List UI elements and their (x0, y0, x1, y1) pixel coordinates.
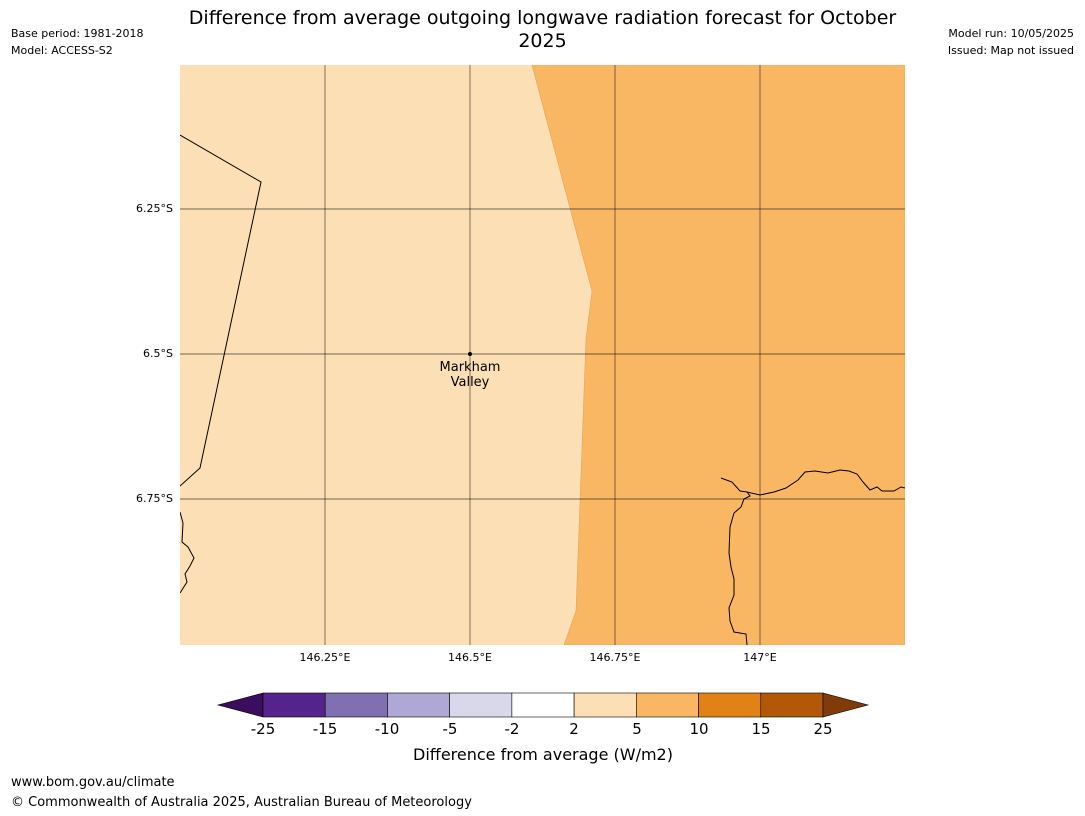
lon-label-146-25e: 146.25°E (299, 651, 351, 664)
colorbar-segment (573, 692, 637, 718)
lon-label-146-75e: 146.75°E (589, 651, 641, 664)
colorbar-tick: -2 (504, 720, 520, 738)
colorbar-segment (387, 692, 450, 718)
colorbar-extend-high (822, 692, 870, 718)
colorbar-tick: -5 (442, 720, 458, 738)
colorbar-segment (760, 692, 824, 718)
colorbar-tick: 15 (751, 720, 771, 738)
footer-url[interactable]: www.bom.gov.au/climate (11, 775, 175, 790)
lat-label-6-75s: 6.75°S (136, 492, 173, 505)
colorbar-tick: 10 (689, 720, 709, 738)
base-period-text: Base period: 1981-2018 (11, 27, 144, 40)
lon-label-147e: 147°E (743, 651, 777, 664)
colorbar-label: Difference from average (W/m2) (413, 745, 673, 764)
colorbar-tick: 5 (632, 720, 642, 738)
map-svg (180, 65, 905, 645)
colorbar-segment (324, 692, 388, 718)
lat-label-6-5s: 6.5°S (143, 347, 173, 360)
colorbar-extend-low (216, 692, 264, 718)
meta-left: Base period: 1981-2018 Model: ACCESS-S2 (11, 25, 143, 59)
colorbar-tick: -25 (250, 720, 276, 738)
boundary-lines (180, 134, 905, 645)
place-name-line2: Valley (450, 375, 490, 390)
map-panel[interactable] (180, 65, 905, 645)
coastline-west (180, 511, 195, 594)
place-name-line1: Markham (439, 360, 501, 375)
colorbar-segment (262, 692, 326, 718)
province-boundary (180, 134, 262, 487)
river-west (720, 477, 751, 645)
meta-right: Model run: 10/05/2025 Issued: Map not is… (948, 25, 1074, 59)
model-run-text: Model run: 10/05/2025 (948, 27, 1074, 40)
colorbar-tick: 2 (569, 720, 579, 738)
colorbar-segment (636, 692, 699, 718)
zone-5-to-10 (531, 65, 905, 645)
colorbar-segment (698, 692, 762, 718)
colorbar-tick: -15 (312, 720, 338, 738)
colorbar-tick: 25 (813, 720, 833, 738)
map-title: Difference from average outgoing longwav… (188, 7, 897, 52)
colorbar-tick: -10 (374, 720, 400, 738)
model-text: Model: ACCESS-S2 (11, 44, 113, 57)
lon-label-146-5e: 146.5°E (448, 651, 492, 664)
issued-text: Issued: Map not issued (947, 44, 1074, 57)
footer-copyright: © Commonwealth of Australia 2025, Austra… (11, 795, 472, 810)
coastline-east (746, 469, 905, 496)
lat-label-6-25s: 6.25°S (136, 202, 173, 215)
place-marker[interactable] (468, 352, 472, 356)
colorbar-segment (511, 692, 575, 718)
place-label: Markham Valley (420, 360, 520, 390)
colorbar-segment (449, 692, 513, 718)
